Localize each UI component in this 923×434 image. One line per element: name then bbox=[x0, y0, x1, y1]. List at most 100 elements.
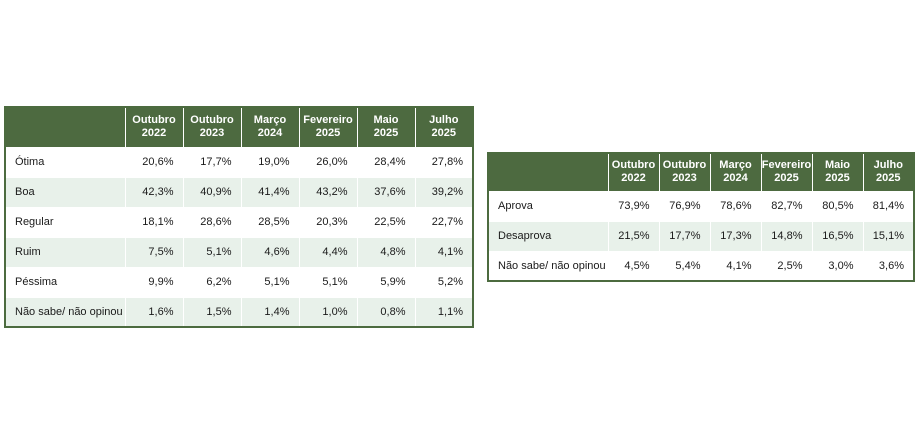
table-cell: 20,6% bbox=[124, 146, 184, 178]
row-label: Péssima bbox=[4, 266, 126, 298]
table-cell: 17,7% bbox=[182, 146, 242, 178]
row-label: Regular bbox=[4, 206, 126, 238]
header-corner-cell bbox=[487, 152, 609, 192]
table-cell: 5,4% bbox=[658, 250, 711, 282]
row-label: Ruim bbox=[4, 236, 126, 268]
column-header: Fevereiro 2025 bbox=[298, 106, 358, 148]
table-header-row: Outubro 2022 Outubro 2023 Março 2024 Fevereiro… bbox=[4, 106, 474, 148]
column-header-year: 2023 bbox=[672, 172, 697, 185]
table-cell: 22,7% bbox=[414, 206, 474, 238]
column-header-year: 2025 bbox=[825, 172, 850, 185]
table-cell: 5,2% bbox=[414, 266, 474, 298]
table-cell: 14,8% bbox=[760, 220, 813, 252]
table-cell: 5,1% bbox=[240, 266, 300, 298]
table-cell: 40,9% bbox=[182, 176, 242, 208]
table-cell: 17,3% bbox=[709, 220, 762, 252]
table-row: Aprova 73,9% 76,9% 78,6% 82,7% 80,5% 81,4% bbox=[487, 190, 915, 222]
table-row: Desaprova 21,5% 17,7% 17,3% 14,8% 16,5% 15,1% bbox=[487, 220, 915, 252]
column-header-month: Fevereiro bbox=[303, 114, 353, 127]
table-header-row: Outubro 2022 Outubro 2023 Março 2024 Fevereiro… bbox=[487, 152, 915, 192]
row-label: Não sabe/ não opinou bbox=[4, 296, 126, 328]
table-cell: 42,3% bbox=[124, 176, 184, 208]
table-cell: 6,2% bbox=[182, 266, 242, 298]
column-header-year: 2024 bbox=[723, 172, 748, 185]
column-header-year: 2025 bbox=[774, 172, 799, 185]
column-header: Fevereiro 2025 bbox=[760, 152, 813, 192]
table-cell: 26,0% bbox=[298, 146, 358, 178]
column-header-year: 2022 bbox=[141, 127, 167, 140]
table-row: Não sabe/ não opinou 4,5% 5,4% 4,1% 2,5% 3,0%… bbox=[487, 250, 915, 282]
table-cell: 17,7% bbox=[658, 220, 711, 252]
table-cell: 80,5% bbox=[811, 190, 864, 222]
column-header-month: Outubro bbox=[662, 159, 707, 172]
row-label: Desaprova bbox=[487, 220, 609, 252]
column-header: Março 2024 bbox=[240, 106, 300, 148]
aprovacao-table: Outubro 2022 Outubro 2023 Março 2024 Fevereiro… bbox=[487, 152, 915, 282]
column-header: Outubro 2023 bbox=[182, 106, 242, 148]
table-cell: 5,1% bbox=[182, 236, 242, 268]
table-cell: 4,1% bbox=[709, 250, 762, 282]
column-header-month: Outubro bbox=[611, 159, 656, 172]
table-cell: 19,0% bbox=[240, 146, 300, 178]
table-cell: 4,4% bbox=[298, 236, 358, 268]
table-row: Boa 42,3% 40,9% 41,4% 43,2% 37,6% 39,2% bbox=[4, 176, 474, 208]
table-cell: 4,8% bbox=[356, 236, 416, 268]
table-cell: 9,9% bbox=[124, 266, 184, 298]
column-header-month: Maio bbox=[373, 114, 399, 127]
table-cell: 28,6% bbox=[182, 206, 242, 238]
row-label: Ótima bbox=[4, 146, 126, 178]
column-header-month: Outubro bbox=[190, 114, 234, 127]
table-cell: 1,0% bbox=[298, 296, 358, 328]
column-header: Outubro 2022 bbox=[607, 152, 660, 192]
table-row: Péssima 9,9% 6,2% 5,1% 5,1% 5,9% 5,2% bbox=[4, 266, 474, 298]
table-row: Regular 18,1% 28,6% 28,5% 20,3% 22,5% 22,7% bbox=[4, 206, 474, 238]
table-cell: 43,2% bbox=[298, 176, 358, 208]
row-label: Não sabe/ não opinou bbox=[487, 250, 609, 282]
column-header-month: Outubro bbox=[132, 114, 176, 127]
column-header-year: 2024 bbox=[257, 127, 283, 140]
column-header: Maio 2025 bbox=[356, 106, 416, 148]
table-cell: 15,1% bbox=[862, 220, 915, 252]
column-header-month: Março bbox=[719, 159, 752, 172]
table-row: Ótima 20,6% 17,7% 19,0% 26,0% 28,4% 27,8% bbox=[4, 146, 474, 178]
column-header: Julho 2025 bbox=[862, 152, 915, 192]
table-cell: 28,5% bbox=[240, 206, 300, 238]
table-cell: 21,5% bbox=[607, 220, 660, 252]
table-cell: 1,5% bbox=[182, 296, 242, 328]
column-header-year: 2025 bbox=[373, 127, 399, 140]
table-cell: 4,6% bbox=[240, 236, 300, 268]
column-header: Maio 2025 bbox=[811, 152, 864, 192]
table-cell: 27,8% bbox=[414, 146, 474, 178]
table-cell: 3,6% bbox=[862, 250, 915, 282]
column-header: Outubro 2022 bbox=[124, 106, 184, 148]
column-header-month: Maio bbox=[824, 159, 851, 172]
table-cell: 5,9% bbox=[356, 266, 416, 298]
table-cell: 3,0% bbox=[811, 250, 864, 282]
table-cell: 18,1% bbox=[124, 206, 184, 238]
table-cell: 16,5% bbox=[811, 220, 864, 252]
table-cell: 39,2% bbox=[414, 176, 474, 208]
table-cell: 1,4% bbox=[240, 296, 300, 328]
table-cell: 41,4% bbox=[240, 176, 300, 208]
column-header-month: Fevereiro bbox=[761, 159, 812, 172]
table-cell: 73,9% bbox=[607, 190, 660, 222]
avaliacao-table: Outubro 2022 Outubro 2023 Março 2024 Fevereiro… bbox=[4, 106, 474, 328]
table-cell: 2,5% bbox=[760, 250, 813, 282]
column-header-year: 2025 bbox=[431, 127, 456, 140]
column-header: Outubro 2023 bbox=[658, 152, 711, 192]
table-cell: 20,3% bbox=[298, 206, 358, 238]
table-cell: 4,1% bbox=[414, 236, 474, 268]
column-header-month: Julho bbox=[429, 114, 459, 127]
column-header-year: 2025 bbox=[315, 127, 341, 140]
column-header-year: 2025 bbox=[876, 172, 901, 185]
column-header-year: 2022 bbox=[621, 172, 646, 185]
row-label: Boa bbox=[4, 176, 126, 208]
table-cell: 5,1% bbox=[298, 266, 358, 298]
table-cell: 4,5% bbox=[607, 250, 660, 282]
table-cell: 78,6% bbox=[709, 190, 762, 222]
table-cell: 82,7% bbox=[760, 190, 813, 222]
table-cell: 81,4% bbox=[862, 190, 915, 222]
column-header: Março 2024 bbox=[709, 152, 762, 192]
column-header-year: 2023 bbox=[199, 127, 225, 140]
column-header: Julho 2025 bbox=[414, 106, 474, 148]
